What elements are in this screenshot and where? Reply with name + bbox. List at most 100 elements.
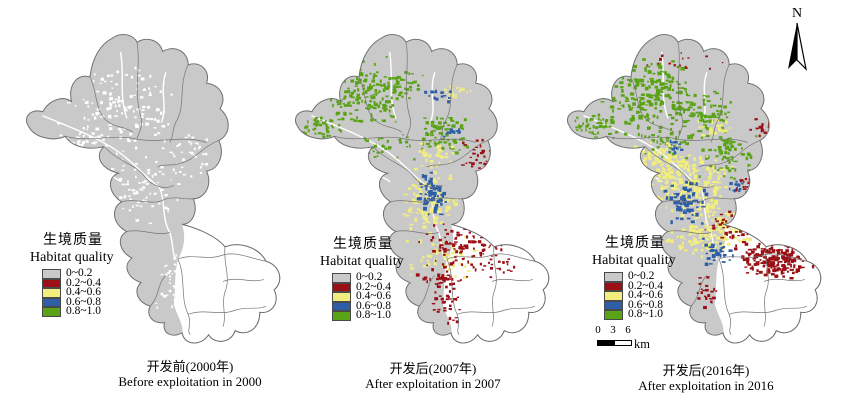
caption-2000: 开发前(2000年) Before exploitation in 2000 — [80, 359, 300, 389]
admin-boundary — [691, 275, 707, 307]
river-line — [583, 115, 702, 189]
admin-boundary — [667, 230, 711, 234]
legend-class-label: 0.2~0.4 — [356, 280, 391, 293]
legend-row: 0.6~0.8 — [332, 299, 460, 312]
legend-swatch — [42, 288, 61, 298]
admin-boundary — [662, 197, 735, 203]
admin-boundary — [177, 253, 266, 262]
legend-swatch — [42, 297, 61, 308]
caption-2007: 开发后(2007年) After exploitation in 2007 — [323, 361, 543, 391]
admin-boundary — [718, 253, 807, 262]
admin-boundary — [358, 76, 403, 133]
legend-class-label: 0.4~0.6 — [66, 286, 101, 299]
legend-row: 0~0.2 — [332, 271, 460, 283]
legend-row: 0.2~0.4 — [332, 280, 460, 293]
admin-boundary — [188, 305, 267, 315]
legend-swatch — [604, 310, 623, 320]
legend-swatch — [42, 307, 61, 317]
scale-unit: km — [634, 337, 650, 351]
basin-outline — [295, 34, 550, 344]
admin-boundaries — [65, 42, 267, 336]
legend-swatch — [332, 301, 351, 312]
legend-row: 0.4~0.6 — [332, 291, 460, 302]
river-line — [42, 115, 161, 189]
river-line — [119, 51, 128, 119]
legend-class-label: 0~0.2 — [356, 271, 383, 283]
legend-row: 0.8~1.0 — [332, 309, 460, 322]
legend-row: 0.2~0.4 — [604, 279, 732, 292]
legend-title-en: Habitat quality — [30, 250, 114, 265]
caption-2016: 开发后(2016年) After exploitation in 2016 — [596, 363, 816, 393]
legend-row: 0.6~0.8 — [604, 299, 732, 311]
legend-2016: 生境质量 Habitat quality 0~0.2 0.2~0.4 0.4~0.6… — [592, 236, 732, 320]
legend-class-label: 0.2~0.4 — [628, 279, 663, 292]
caption-zh: 开发前(2000年) — [146, 359, 234, 374]
legend-classes: 0~0.2 0.2~0.4 0.4~0.6 0.6~0.8 0.8~1.0 — [332, 271, 460, 322]
legend-swatch — [332, 311, 351, 321]
legend-swatch — [42, 278, 61, 289]
legend-row: 0.8~1.0 — [42, 306, 170, 317]
admin-boundary — [677, 42, 683, 139]
legend-swatch — [332, 273, 351, 283]
legend-class-label: 0.6~0.8 — [356, 299, 391, 312]
speckle-layer-0-4-0-6 — [402, 85, 477, 279]
legend-row: 0.6~0.8 — [42, 295, 170, 308]
admin-boundary — [150, 275, 166, 307]
legend-swatch — [604, 281, 623, 292]
river-line — [311, 115, 430, 189]
admin-boundary — [169, 64, 189, 143]
legend-swatch — [604, 291, 623, 301]
scale-segment-black — [597, 340, 615, 346]
legend-row: 0~0.2 — [42, 267, 170, 279]
admin-boundary — [606, 135, 748, 143]
river-line — [388, 51, 397, 119]
legend-swatch — [42, 269, 61, 279]
legend-class-label: 0~0.2 — [628, 270, 655, 282]
map-panel-2000 — [22, 32, 294, 344]
admin-boundary — [334, 135, 476, 143]
legend-swatch — [332, 282, 351, 293]
basin-map-2016 — [567, 34, 822, 344]
legend-class-label: 0~0.2 — [66, 267, 93, 279]
legend-class-label: 0.8~1.0 — [628, 308, 663, 321]
admin-boundaries — [334, 42, 536, 336]
caption-zh: 开发后(2007年) — [389, 361, 477, 376]
admin-boundary — [222, 278, 264, 282]
admin-boundary — [373, 146, 444, 188]
legend-title-zh: 生境质量 — [333, 237, 393, 252]
legend-classes: 0~0.2 0.2~0.4 0.4~0.6 0.6~0.8 0.8~1.0 — [604, 270, 732, 321]
admin-boundary — [395, 230, 439, 234]
admin-boundary — [405, 42, 411, 139]
legend-swatch — [604, 272, 623, 282]
basin-map-2000 — [26, 34, 281, 344]
north-arrow-icon — [788, 22, 807, 71]
river-line — [660, 51, 669, 119]
map-panel-2016 — [563, 32, 835, 344]
legend-row: 0.2~0.4 — [42, 277, 170, 289]
admin-boundaries — [606, 42, 808, 336]
legend-title-zh: 生境质量 — [43, 233, 103, 248]
caption-en: After exploitation in 2007 — [365, 376, 501, 391]
admin-boundary — [698, 140, 760, 168]
admin-boundary — [136, 42, 142, 139]
legend-title-en: Habitat quality — [320, 254, 404, 269]
caption-en: After exploitation in 2016 — [638, 378, 774, 393]
basin-data-area — [295, 34, 498, 336]
admin-boundary — [729, 305, 808, 315]
admin-boundary — [491, 278, 533, 282]
speckle-layer-0-6-0-8 — [416, 89, 461, 216]
speckle-layer-0-8-1-0 — [574, 56, 758, 180]
admin-boundary — [104, 146, 175, 188]
basin-outline — [567, 34, 822, 344]
legend-2000: 生境质量 Habitat quality 0~0.2 0.2~0.4 0.4~0.6… — [30, 233, 170, 317]
caption-en: Before exploitation in 2000 — [118, 374, 262, 389]
legend-class-label: 0.8~1.0 — [356, 309, 391, 322]
map-panel-2007 — [291, 32, 563, 344]
admin-boundary — [121, 197, 194, 203]
basin-map-2007 — [295, 34, 550, 344]
legend-class-label: 0.6~0.8 — [66, 295, 101, 308]
scale-bar: 0 3 6 km — [595, 324, 667, 351]
river-line — [701, 72, 708, 123]
admin-boundary — [222, 246, 228, 327]
